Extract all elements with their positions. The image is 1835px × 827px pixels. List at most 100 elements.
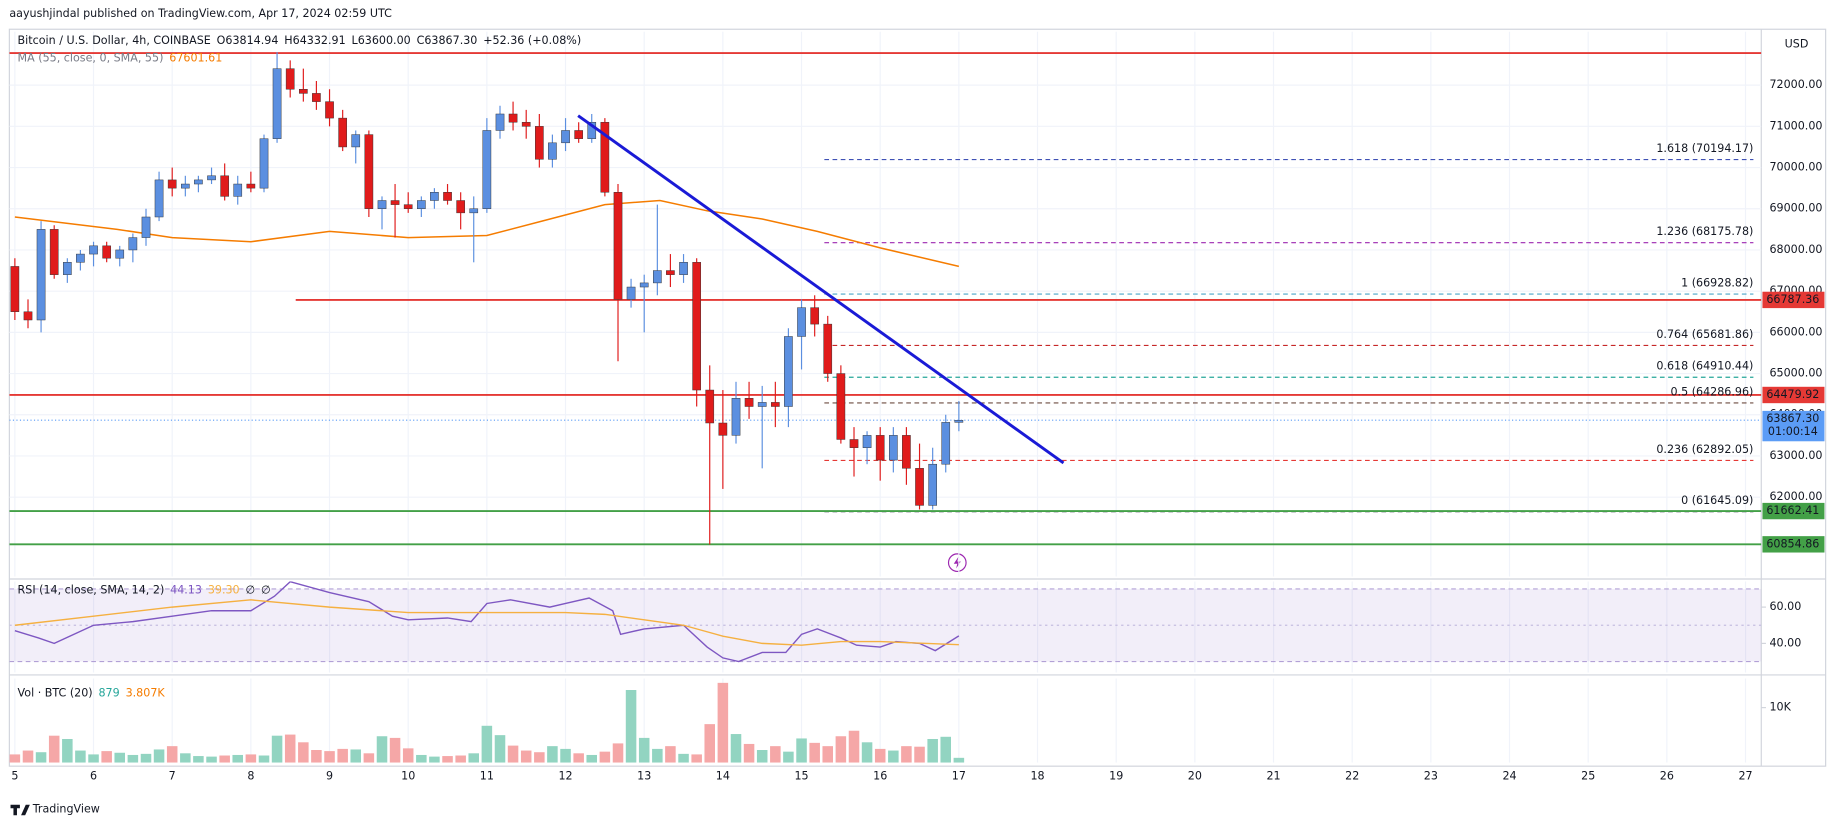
volume-bar [337, 748, 348, 763]
volume-bar [901, 746, 912, 763]
candle-body [954, 419, 964, 423]
rsi-line [14, 581, 960, 663]
candle-body [548, 142, 557, 160]
candle-body [403, 204, 413, 209]
candle-body [351, 134, 361, 148]
y-tick-label: 69000.00 [1769, 202, 1822, 215]
candle-body [823, 323, 833, 374]
volume-bar [402, 748, 414, 763]
volume-bar [298, 742, 309, 763]
candle-body [535, 126, 544, 160]
candle-body [430, 192, 439, 201]
x-tick-label: 13 [637, 770, 651, 783]
x-tick-label: 24 [1502, 770, 1516, 783]
candle-body [299, 89, 308, 94]
candle-body [338, 117, 348, 148]
legend-item: ∅ [261, 584, 271, 597]
fib-label: 1 (66928.82) [1681, 277, 1753, 290]
volume-bar [625, 690, 637, 763]
candle-body [915, 468, 924, 506]
x-tick-label: 9 [326, 770, 333, 783]
volume-bar [75, 750, 86, 763]
x-tick-label: 6 [90, 770, 97, 783]
candle-body [810, 307, 820, 325]
legend-item: C63867.30 [417, 34, 478, 47]
volume-bar [232, 754, 243, 763]
candle-body [76, 253, 85, 263]
volume-bar [665, 746, 676, 763]
candle-body [600, 121, 610, 193]
candle-body [561, 130, 570, 144]
legend-item: +52.36 (+0.08%) [483, 34, 581, 47]
candle-body [246, 183, 256, 189]
volume-bar [796, 738, 807, 763]
volume-bar [638, 737, 650, 763]
x-tick-label: 18 [1030, 770, 1044, 783]
volume-bar [153, 749, 165, 763]
volume-bar [455, 755, 466, 763]
candle-body [102, 245, 112, 259]
x-tick-label: 14 [716, 770, 730, 783]
volume-bar [481, 725, 493, 763]
last-price-box [1762, 410, 1825, 442]
volume-bar [927, 738, 938, 763]
fib-label: 0.236 (62892.05) [1656, 443, 1753, 456]
volume-bar [756, 750, 768, 763]
volume-bar [874, 748, 886, 763]
volume-bar [442, 756, 453, 763]
legend-item: Bitcoin / U.S. Dollar, 4h, COINBASE [18, 34, 211, 47]
candle-body [443, 192, 452, 201]
candle-body [587, 121, 597, 139]
last-price-label: 63867.30 [1766, 412, 1819, 425]
candle-body [23, 311, 33, 321]
legend: RSI (14, close, SMA, 14, 2) 44.13 39.30 ∅ ∅ [18, 584, 271, 597]
volume-bar [888, 750, 899, 763]
volume-bar [245, 754, 257, 763]
candle-body [417, 200, 426, 209]
volume-bar [599, 751, 611, 763]
candle-body [679, 262, 688, 275]
publisher: aayushjindal published on TradingView.co… [9, 7, 392, 20]
volume-bar [835, 736, 847, 763]
volume-bar [180, 753, 191, 763]
level-price-box [1762, 291, 1825, 309]
candle-body [285, 68, 295, 90]
fib-label: 0.764 (65681.86) [1656, 328, 1753, 341]
volume-bar [193, 756, 204, 763]
volume-bar [22, 750, 34, 763]
volume-bar [861, 742, 873, 763]
footer-brand: TradingView [32, 802, 100, 815]
y-tick-label: 63000.00 [1769, 449, 1822, 462]
candle-body [692, 262, 702, 391]
volume-bar [547, 746, 558, 763]
candle-body [639, 282, 649, 288]
candle-body [207, 175, 216, 181]
volume-bar [376, 736, 388, 763]
candle-body [10, 266, 20, 312]
candle-body [128, 237, 138, 251]
candle-body [836, 373, 846, 440]
candle-body [377, 200, 387, 209]
candle-body [666, 270, 675, 275]
candle-body [875, 435, 885, 461]
volume-bar [9, 754, 21, 763]
volume-bar [429, 756, 440, 763]
volume-bar [206, 756, 217, 763]
candle-body [482, 130, 492, 209]
volume-bar [114, 752, 125, 763]
candle-body [653, 270, 662, 284]
volume-bar [468, 753, 479, 763]
candle-body [115, 249, 125, 259]
volume-bar [612, 743, 624, 763]
trendline [577, 114, 1065, 465]
candle-body [181, 183, 190, 189]
legend-item: H64332.91 [284, 34, 345, 47]
level-price-label: 60854.86 [1766, 537, 1819, 550]
candle-body [36, 229, 46, 321]
y-tick-label: 66000.00 [1769, 325, 1822, 338]
candle-body [784, 336, 793, 407]
volume-bar [48, 735, 60, 763]
x-tick-label: 26 [1660, 770, 1674, 783]
candle-body [312, 93, 321, 102]
